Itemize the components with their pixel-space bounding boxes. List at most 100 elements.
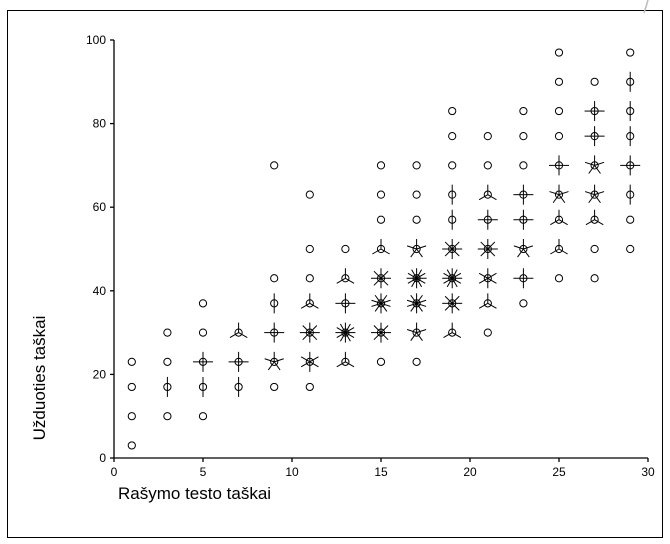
data-point-98 [626,71,635,92]
sunflower-petal [523,245,534,250]
x-tick-label-0: 0 [111,465,118,479]
data-point-3 [127,357,136,366]
data-point-57 [448,132,457,141]
sunflower-petal [549,191,560,196]
point-marker [626,215,635,224]
y-tick-label-0: 0 [99,451,106,465]
sunflower-petal [550,248,560,255]
data-point-0 [127,441,136,450]
sunflower-petal [336,277,346,284]
sunflower-petal [345,332,355,339]
data-point-73 [519,132,528,141]
point-marker [412,215,421,224]
sunflower-petal [309,302,319,309]
sunflower-petal [416,245,427,250]
sunflower-petal [339,332,346,342]
point-marker [448,161,457,170]
sunflower-petal [446,278,453,288]
data-point-94 [626,184,635,205]
data-point-35 [371,322,391,343]
data-point-88 [584,155,605,174]
x-tick-label-6: 30 [641,465,655,479]
data-points [127,48,641,450]
point-marker [448,106,457,116]
chart-frame [7,10,663,538]
sunflower-petal [407,272,417,279]
data-point-96 [626,126,635,147]
sunflower-petal [410,303,418,312]
data-point-75 [554,274,564,283]
sunflower-petal [451,248,460,257]
sunflower-petal [585,219,595,226]
data-point-13 [234,376,243,397]
sunflower-petal [443,332,453,339]
sunflower-petal [380,270,389,279]
sunflower-petal [267,361,275,371]
data-point-80 [554,132,564,141]
sunflower-petal [372,248,382,255]
sunflower-petal [522,248,530,258]
data-point-66 [483,132,492,141]
data-point-5 [163,376,172,397]
point-marker [305,190,314,199]
sunflower-petal [558,194,566,204]
sunflower-petal [339,323,346,333]
sunflower-petal [416,248,423,258]
data-point-83 [554,48,564,57]
sunflower-petal [480,248,489,257]
point-marker [163,328,172,337]
sunflower-petal [410,332,418,341]
point-marker [554,48,564,57]
sunflower-petal [487,277,497,284]
point-marker [376,161,386,170]
sunflower-petal [416,299,427,304]
data-point-50 [443,322,462,339]
sunflower-petal [336,332,346,339]
sunflower-petal [558,219,568,226]
sunflower-petal [588,165,596,174]
data-point-6 [163,357,172,366]
sunflower-petal [594,165,601,174]
data-point-53 [442,239,463,259]
sunflower-petal [373,332,382,341]
sunflower-petal [300,361,311,368]
sunflower-petal [451,332,462,339]
sunflower-petal [416,269,423,279]
sunflower-petal [309,356,319,363]
corner-decoration [643,0,649,14]
sunflower-petal [480,241,489,250]
sunflower-petal [374,303,382,312]
sunflower-petal [444,241,453,250]
sunflower-petal [380,248,390,255]
data-point-76 [550,239,568,255]
sunflower-petal [373,277,382,286]
point-marker [483,328,492,337]
y-tick-label-5: 100 [86,33,106,47]
sunflower-petal [345,361,355,368]
sunflower-petal [584,161,595,166]
data-point-95 [620,155,641,176]
y-axis-label: Užduoties taškai [30,316,49,441]
data-point-1 [127,412,136,421]
sunflower-petal [594,161,605,166]
data-point-72 [519,161,528,170]
point-marker [198,412,208,421]
data-point-28 [305,190,314,199]
data-point-87 [584,184,605,204]
point-marker [305,244,314,254]
data-point-84 [590,274,599,283]
x-tick-label-5: 25 [552,465,566,479]
point-marker [127,382,136,392]
data-point-22 [305,382,314,392]
sunflower-petal [478,302,489,309]
sunflower-petal [451,269,458,279]
data-point-85 [590,244,599,254]
sunflower-petal [229,332,239,339]
data-point-19 [270,293,279,314]
sunflower-petal [513,245,524,250]
data-point-67 [519,299,528,308]
point-marker [376,215,386,224]
point-marker [519,299,528,308]
sunflower-petal [416,302,427,307]
